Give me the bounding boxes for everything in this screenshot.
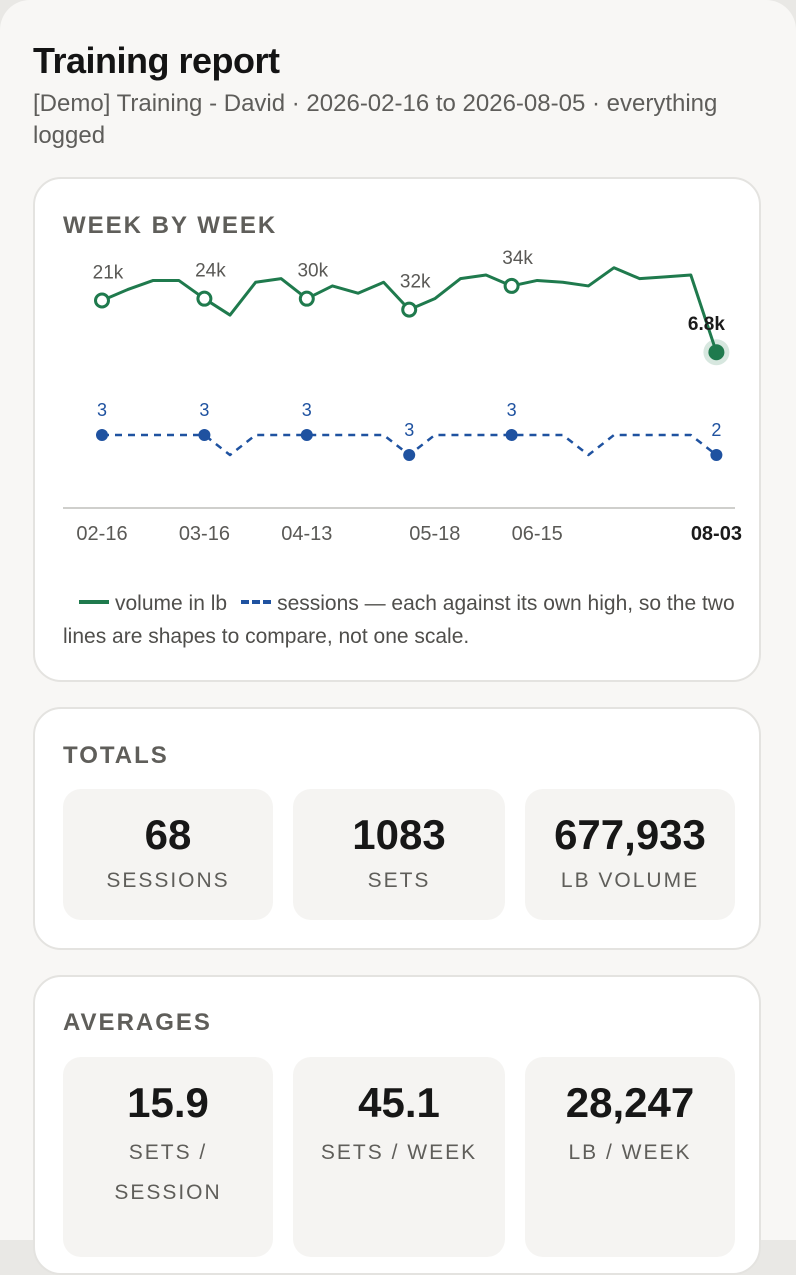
sessions-point	[505, 429, 518, 441]
averages-tile-sets-per-session: 15.9 SETS / SESSION	[63, 1057, 273, 1257]
volume-point	[196, 290, 213, 307]
sessions-legend-label: sessions — each against its own high, so…	[63, 592, 735, 648]
sessions-point	[403, 449, 416, 461]
tile-value: 28,247	[565, 1079, 695, 1126]
sessions-data-label: 3	[302, 400, 312, 420]
sessions-data-label: 3	[199, 400, 209, 420]
tile-value: 677,933	[554, 811, 706, 858]
tile-value: 45.1	[358, 1079, 440, 1126]
card-heading: TOTALS	[63, 742, 169, 769]
tile-label: SETS	[367, 869, 431, 892]
x-tick-label: 06-15	[512, 523, 563, 545]
tile-label: SETS / WEEK	[320, 1141, 478, 1164]
x-tick-label: 08-03	[691, 523, 742, 545]
volume-point	[401, 301, 418, 318]
sessions-point	[198, 429, 211, 441]
x-tick-label: 03-16	[179, 523, 230, 545]
x-tick-label: 02-16	[76, 523, 127, 545]
card-heading: WEEK BY WEEK	[63, 212, 278, 239]
week-by-week-card: WEEK BY WEEK 21k 24k 30k 32k 34k 6.8k 3 3 3 3 3 2 02…	[33, 177, 761, 682]
tile-label: SESSIONS	[106, 869, 230, 892]
sessions-legend-swatch	[241, 600, 272, 605]
volume-legend-swatch	[79, 600, 109, 605]
volume-point	[298, 290, 315, 307]
totals-tile-sets: 1083 SETS	[293, 789, 505, 920]
totals-tile-volume: 677,933 LB VOLUME	[525, 789, 735, 920]
volume-legend-label: volume in lb	[115, 592, 228, 615]
volume-data-label: 6.8k	[688, 314, 725, 335]
sessions-point	[300, 429, 313, 441]
sessions-point	[96, 429, 108, 441]
volume-data-label: 30k	[297, 261, 328, 282]
sessions-data-label: 2	[711, 420, 721, 440]
volume-data-label: 24k	[195, 261, 226, 282]
sessions-data-label: 3	[404, 420, 414, 440]
tile-value: 15.9	[127, 1079, 209, 1126]
volume-data-label: 34k	[502, 248, 533, 269]
sessions-point	[710, 449, 723, 461]
totals-tile-sessions: 68 SESSIONS	[63, 789, 273, 920]
sessions-data-label: 3	[97, 400, 107, 420]
volume-data-label: 21k	[93, 263, 124, 284]
volume-data-label: 32k	[400, 272, 431, 293]
tile-label: SETS / SESSION	[114, 1141, 222, 1204]
page-title: Training report	[33, 40, 280, 81]
card-heading: AVERAGES	[63, 1009, 212, 1036]
tile-value: 68	[144, 811, 192, 858]
chart-legend: volume in lb sessions — each against its …	[63, 587, 743, 653]
averages-tile-sets-per-week: 45.1 SETS / WEEK	[293, 1057, 505, 1257]
totals-card: TOTALS 68 SESSIONS 1083 SETS 677,933 LB …	[33, 707, 761, 950]
volume-point	[503, 277, 520, 294]
averages-tile-lb-per-week: 28,247 LB / WEEK	[525, 1057, 735, 1257]
sessions-data-label: 3	[507, 400, 517, 420]
x-tick-label: 04-13	[281, 523, 332, 545]
volume-point-current	[708, 344, 725, 361]
report-subtitle: [Demo] Training - David · 2026-02-16 to …	[33, 90, 718, 149]
volume-point	[94, 292, 110, 309]
tile-value: 1083	[352, 811, 446, 858]
x-tick-label: 05-18	[409, 523, 460, 545]
tile-label: LB / WEEK	[568, 1141, 692, 1164]
tile-label: LB VOLUME	[560, 869, 700, 892]
averages-card: AVERAGES 15.9 SETS / SESSION 45.1 SETS /…	[33, 975, 761, 1275]
week-by-week-chart: 21k 24k 30k 32k 34k 6.8k 3 3 3 3 3 2 02-16 03-16 04-13…	[63, 248, 742, 545]
